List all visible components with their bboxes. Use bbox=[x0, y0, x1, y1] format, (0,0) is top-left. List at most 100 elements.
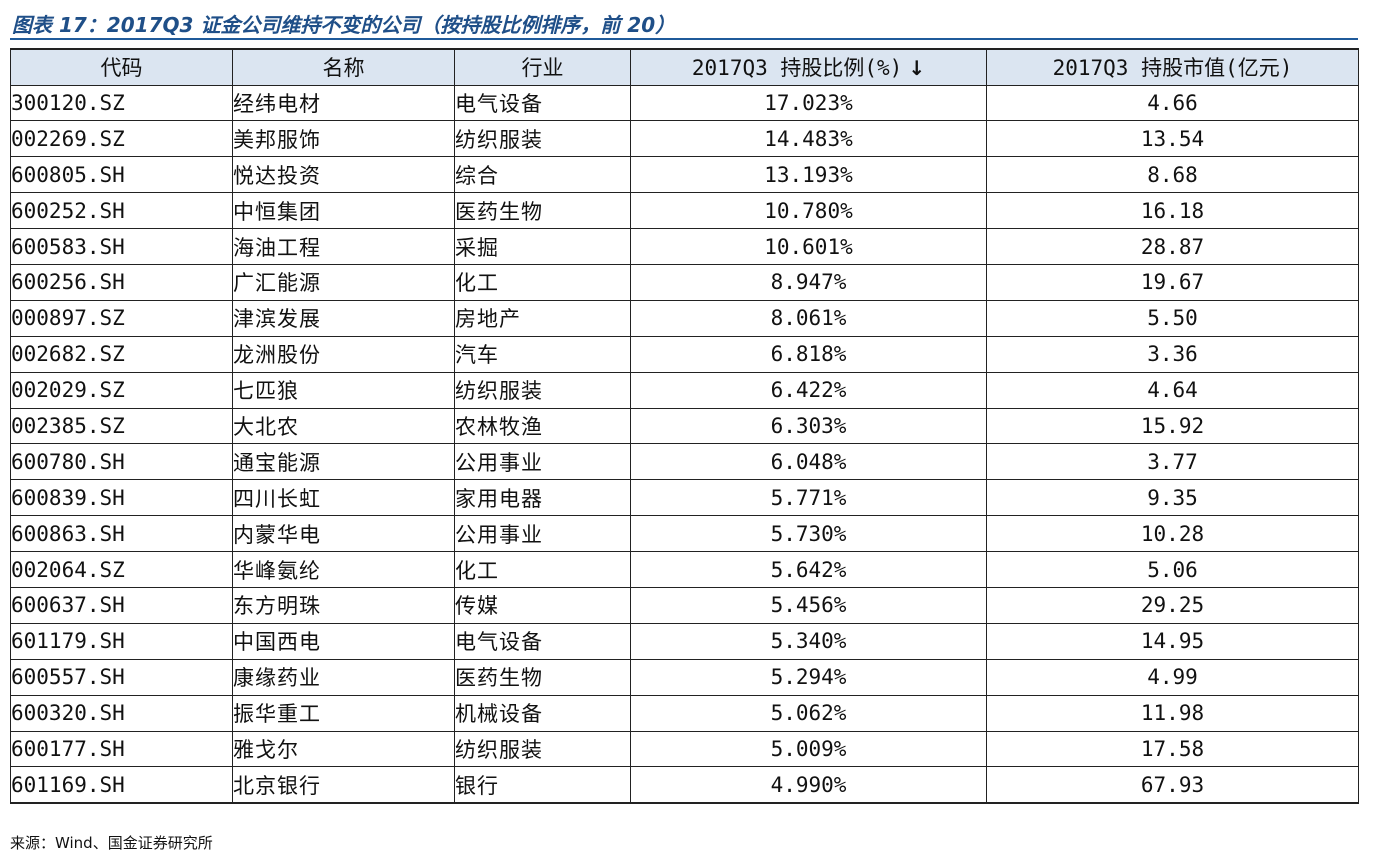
table-row: 002029.SZ 七匹狼 纺织服装 6.422% 4.64 bbox=[10, 371, 1359, 409]
table-row: 601169.SH 北京银行 银行 4.990% 67.93 bbox=[10, 766, 1359, 804]
cell-name: 悦达投资 bbox=[232, 156, 455, 194]
cell-industry: 农林牧渔 bbox=[454, 407, 631, 445]
cell-ratio: 5.294% bbox=[630, 658, 987, 696]
cell-industry: 纺织服装 bbox=[454, 371, 631, 409]
cell-name: 中国西电 bbox=[232, 622, 455, 660]
table-row: 600256.SH 广汇能源 化工 8.947% 19.67 bbox=[10, 263, 1359, 301]
cell-value: 4.99 bbox=[986, 658, 1359, 696]
cell-ratio: 10.601% bbox=[630, 228, 987, 265]
table-body: 300120.SZ 经纬电材 电气设备 17.023% 4.66 002269.SZ 美邦服… bbox=[10, 84, 1359, 804]
cell-name: 津滨发展 bbox=[232, 299, 455, 337]
cell-value: 16.18 bbox=[986, 192, 1359, 230]
cell-value: 17.58 bbox=[986, 730, 1359, 768]
cell-code: 002269.SZ bbox=[10, 120, 233, 158]
table-row: 600780.SH 通宝能源 公用事业 6.048% 3.77 bbox=[10, 443, 1359, 481]
cell-ratio: 8.061% bbox=[630, 299, 987, 337]
cell-value: 4.64 bbox=[986, 371, 1359, 409]
cell-code: 600177.SH bbox=[10, 730, 233, 768]
cell-value: 4.66 bbox=[986, 84, 1359, 122]
table-row: 600805.SH 悦达投资 综合 13.193% 8.68 bbox=[10, 156, 1359, 194]
table-row: 000897.SZ 津滨发展 房地产 8.061% 5.50 bbox=[10, 299, 1359, 337]
cell-industry: 家用电器 bbox=[454, 479, 631, 517]
column-header-name[interactable]: 名称 bbox=[232, 48, 455, 86]
cell-industry: 纺织服装 bbox=[454, 730, 631, 768]
cell-name: 中恒集团 bbox=[232, 192, 455, 230]
cell-name: 内蒙华电 bbox=[232, 515, 455, 553]
cell-name: 龙洲股份 bbox=[232, 335, 455, 373]
cell-ratio: 5.730% bbox=[630, 515, 987, 553]
cell-code: 300120.SZ bbox=[10, 84, 233, 122]
table-row: 600583.SH 海油工程 采掘 10.601% 28.87 bbox=[10, 228, 1359, 265]
cell-ratio: 5.456% bbox=[630, 586, 987, 624]
cell-value: 15.92 bbox=[986, 407, 1359, 445]
cell-value: 14.95 bbox=[986, 622, 1359, 660]
table-row: 002064.SZ 华峰氨纶 化工 5.642% 5.06 bbox=[10, 551, 1359, 588]
cell-value: 5.50 bbox=[986, 299, 1359, 337]
cell-name: 东方明珠 bbox=[232, 586, 455, 624]
cell-ratio: 6.818% bbox=[630, 335, 987, 373]
cell-value: 19.67 bbox=[986, 263, 1359, 301]
cell-name: 雅戈尔 bbox=[232, 730, 455, 768]
cell-industry: 银行 bbox=[454, 766, 631, 804]
cell-code: 600780.SH bbox=[10, 443, 233, 481]
cell-ratio: 13.193% bbox=[630, 156, 987, 194]
cell-value: 10.28 bbox=[986, 515, 1359, 553]
cell-name: 北京银行 bbox=[232, 766, 455, 804]
cell-name: 通宝能源 bbox=[232, 443, 455, 481]
cell-ratio: 6.048% bbox=[630, 443, 987, 481]
cell-value: 8.68 bbox=[986, 156, 1359, 194]
cell-code: 000897.SZ bbox=[10, 299, 233, 337]
cell-name: 七匹狼 bbox=[232, 371, 455, 409]
cell-value: 3.36 bbox=[986, 335, 1359, 373]
cell-industry: 综合 bbox=[454, 156, 631, 194]
cell-industry: 房地产 bbox=[454, 299, 631, 337]
column-header-industry[interactable]: 行业 bbox=[454, 48, 631, 86]
holdings-table: 代码 名称 行业 2017Q3 持股比例(%) ↓ 2017Q3 持股市值(亿元)… bbox=[10, 48, 1359, 804]
cell-code: 600320.SH bbox=[10, 694, 233, 732]
table-row: 600320.SH 振华重工 机械设备 5.062% 11.98 bbox=[10, 694, 1359, 732]
cell-industry: 化工 bbox=[454, 263, 631, 301]
cell-industry: 化工 bbox=[454, 551, 631, 588]
cell-industry: 公用事业 bbox=[454, 515, 631, 553]
cell-code: 600839.SH bbox=[10, 479, 233, 517]
cell-ratio: 6.422% bbox=[630, 371, 987, 409]
sort-descending-icon[interactable]: ↓ bbox=[908, 56, 926, 81]
cell-industry: 机械设备 bbox=[454, 694, 631, 732]
table-row: 002269.SZ 美邦服饰 纺织服装 14.483% 13.54 bbox=[10, 120, 1359, 158]
cell-code: 002029.SZ bbox=[10, 371, 233, 409]
column-header-code[interactable]: 代码 bbox=[10, 48, 233, 86]
cell-code: 600583.SH bbox=[10, 228, 233, 265]
cell-name: 大北农 bbox=[232, 407, 455, 445]
cell-name: 美邦服饰 bbox=[232, 120, 455, 158]
figure-title: 图表 17：2017Q3 证金公司维持不变的公司（按持股比例排序，前 20） bbox=[12, 13, 676, 37]
cell-industry: 电气设备 bbox=[454, 622, 631, 660]
table-row: 600863.SH 内蒙华电 公用事业 5.730% 10.28 bbox=[10, 515, 1359, 553]
cell-name: 康缘药业 bbox=[232, 658, 455, 696]
cell-ratio: 14.483% bbox=[630, 120, 987, 158]
column-header-ratio[interactable]: 2017Q3 持股比例(%) ↓ bbox=[630, 48, 987, 86]
cell-ratio: 5.642% bbox=[630, 551, 987, 588]
column-header-ratio-label: 2017Q3 持股比例(%) bbox=[691, 56, 903, 81]
cell-industry: 汽车 bbox=[454, 335, 631, 373]
table-row: 600839.SH 四川长虹 家用电器 5.771% 9.35 bbox=[10, 479, 1359, 517]
cell-industry: 纺织服装 bbox=[454, 120, 631, 158]
table-row: 600252.SH 中恒集团 医药生物 10.780% 16.18 bbox=[10, 192, 1359, 230]
table-row: 002385.SZ 大北农 农林牧渔 6.303% 15.92 bbox=[10, 407, 1359, 445]
cell-name: 广汇能源 bbox=[232, 263, 455, 301]
column-header-value[interactable]: 2017Q3 持股市值(亿元) bbox=[986, 48, 1359, 86]
table-row: 300120.SZ 经纬电材 电气设备 17.023% 4.66 bbox=[10, 84, 1359, 122]
cell-code: 600557.SH bbox=[10, 658, 233, 696]
cell-name: 振华重工 bbox=[232, 694, 455, 732]
cell-industry: 医药生物 bbox=[454, 192, 631, 230]
cell-value: 11.98 bbox=[986, 694, 1359, 732]
cell-code: 002064.SZ bbox=[10, 551, 233, 588]
cell-ratio: 10.780% bbox=[630, 192, 987, 230]
cell-name: 四川长虹 bbox=[232, 479, 455, 517]
cell-value: 5.06 bbox=[986, 551, 1359, 588]
cell-industry: 传媒 bbox=[454, 586, 631, 624]
title-bar: 图表 17：2017Q3 证金公司维持不变的公司（按持股比例排序，前 20） bbox=[10, 8, 1358, 40]
cell-industry: 电气设备 bbox=[454, 84, 631, 122]
cell-code: 601179.SH bbox=[10, 622, 233, 660]
cell-industry: 采掘 bbox=[454, 228, 631, 265]
cell-code: 002682.SZ bbox=[10, 335, 233, 373]
